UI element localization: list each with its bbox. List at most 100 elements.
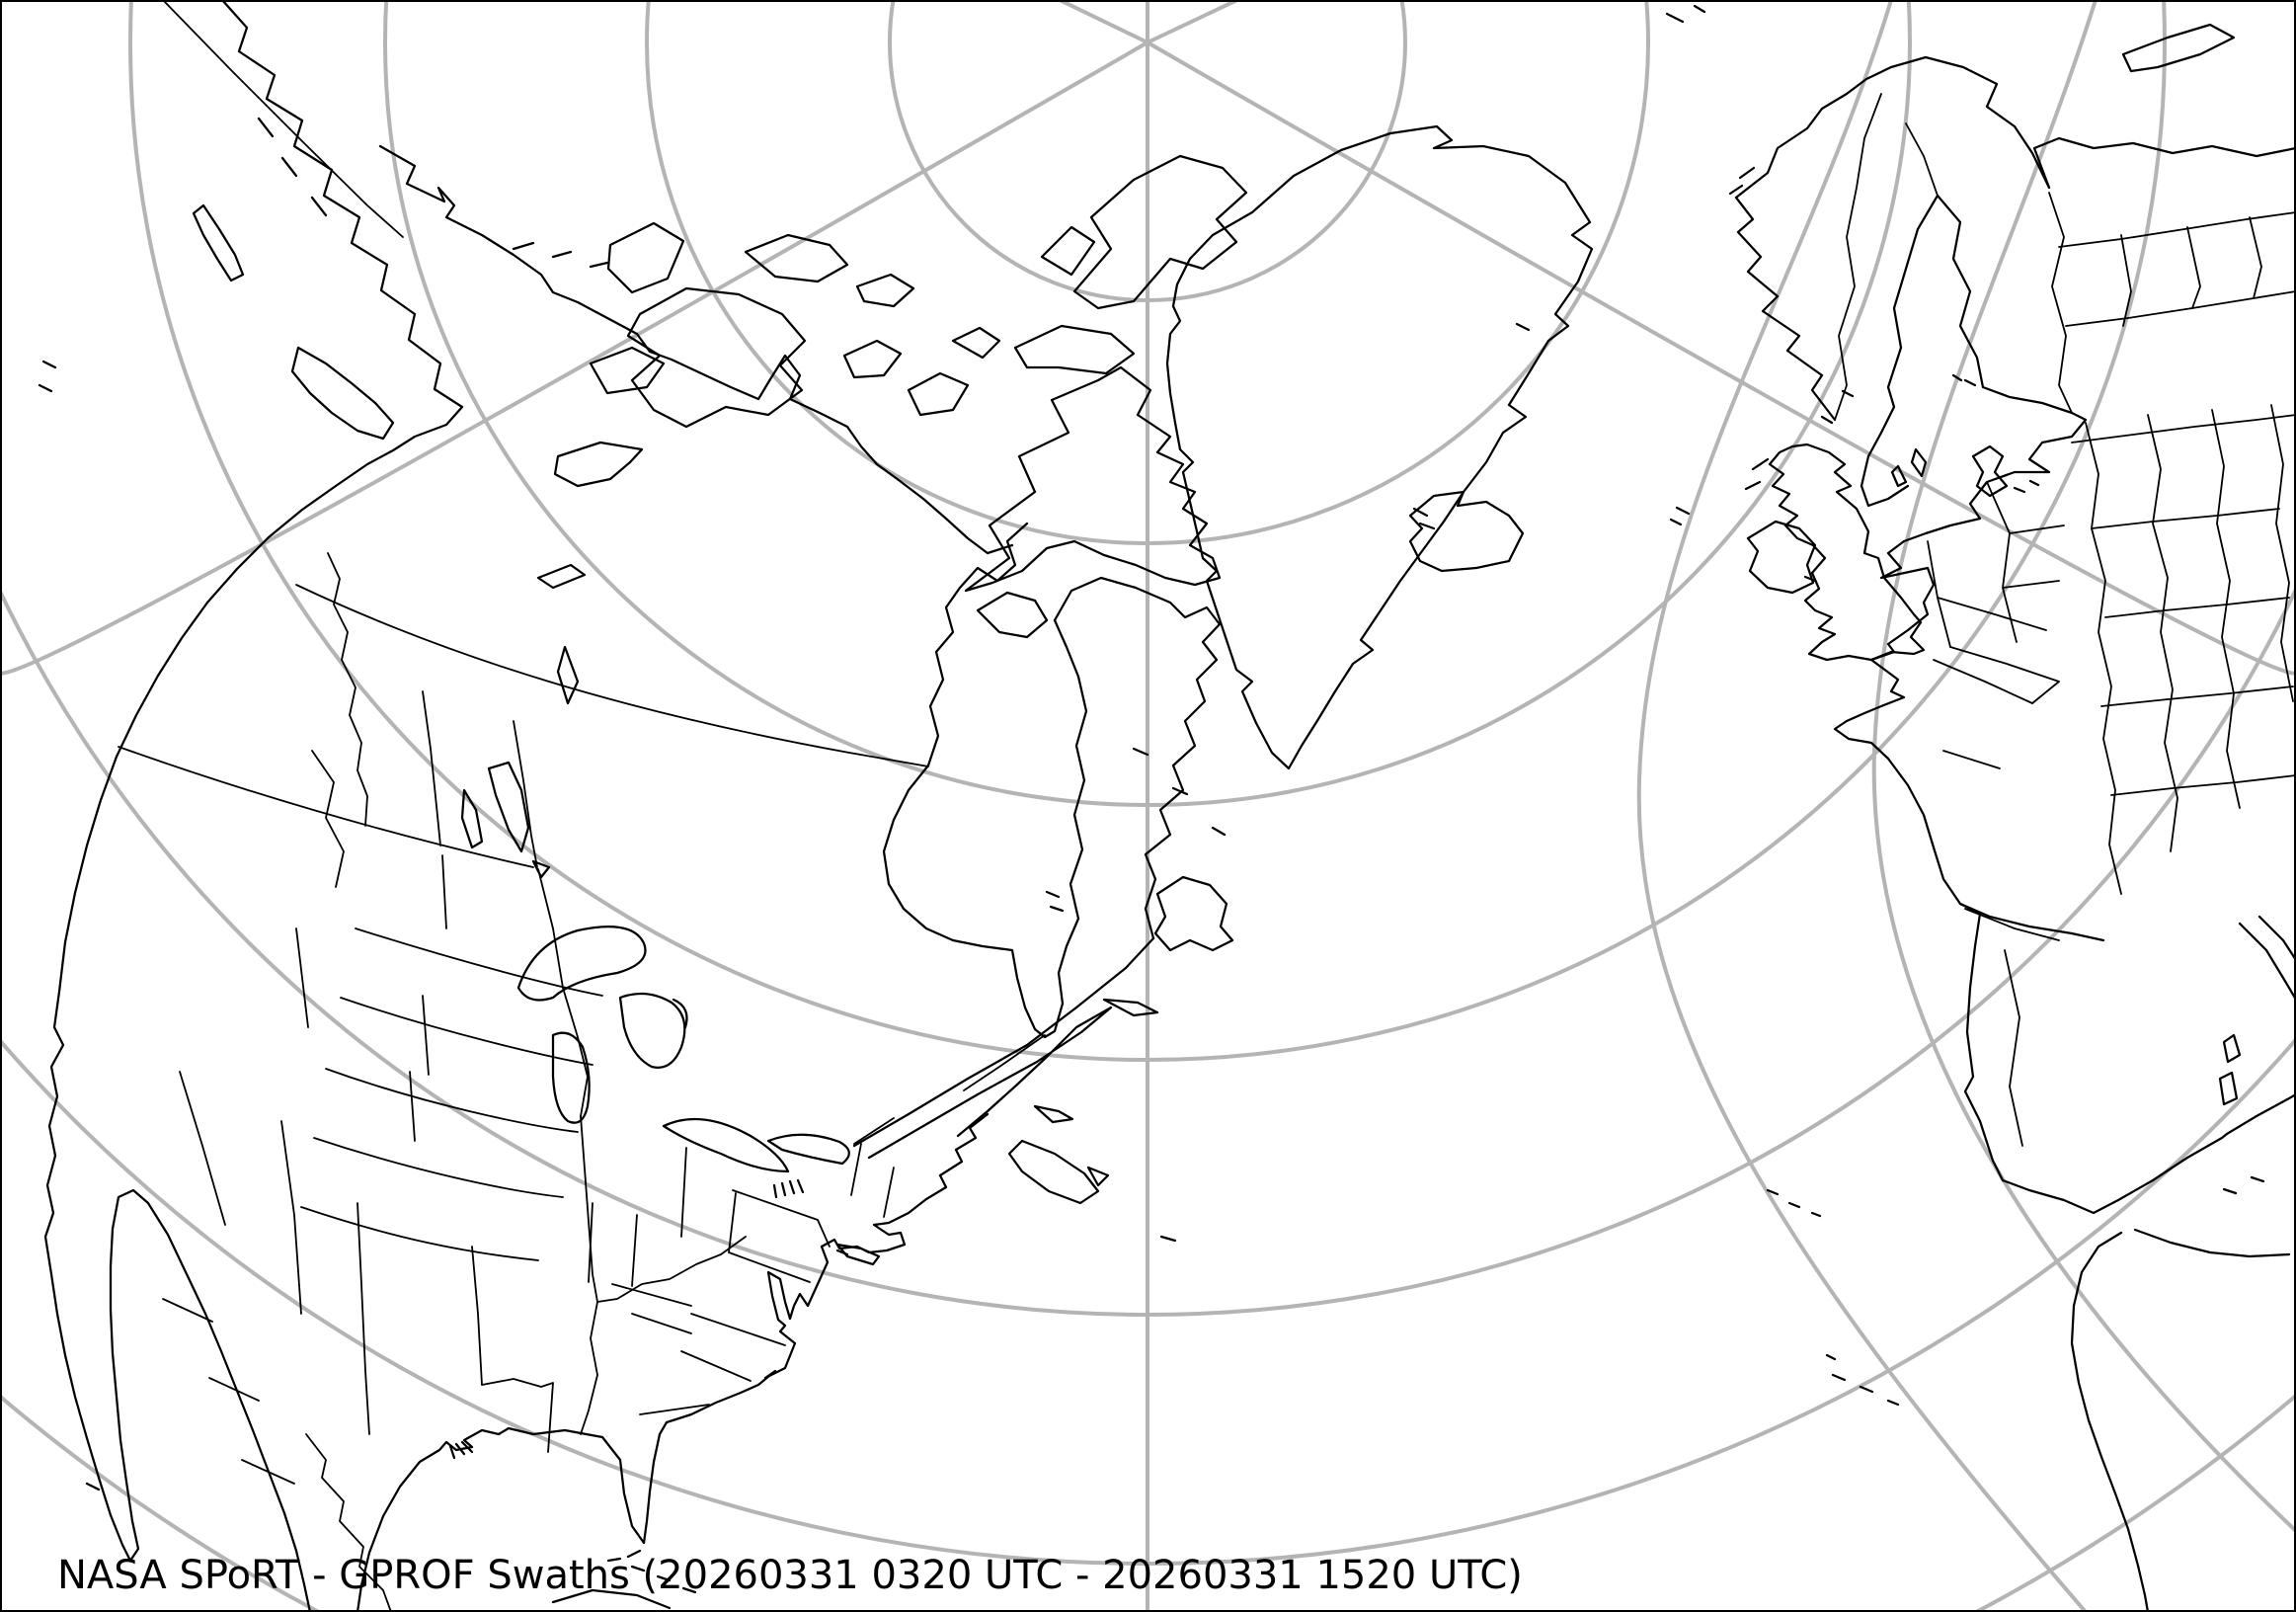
faroe-islands <box>1669 506 1691 526</box>
mississippi-delta <box>448 1440 474 1460</box>
hebrides-orkney <box>1744 389 1855 583</box>
us-canada-border <box>118 746 534 868</box>
norway-sweden-border <box>1834 93 1882 421</box>
ok-tx-border <box>300 1206 539 1261</box>
vancouver-island <box>290 346 395 441</box>
belcher-islands <box>1045 890 1065 913</box>
russia-mesh-5 <box>2071 414 2296 443</box>
nwt-60th-border <box>295 584 929 767</box>
russia-mesh-3 <box>2211 409 2241 809</box>
bc-alberta-border <box>327 552 368 827</box>
lake-huron <box>618 992 688 1069</box>
iberia-north-coast <box>1958 902 2105 942</box>
lake-athabasca <box>536 563 587 590</box>
morocco-atlantic <box>2070 1231 2150 1612</box>
baltics-poland-mesh <box>1927 481 2065 648</box>
sable-island <box>1159 1235 1177 1243</box>
coastlines <box>38 0 2296 1612</box>
lake-ontario <box>766 1133 850 1166</box>
lake-erie <box>662 1117 790 1173</box>
haida-gwaii <box>192 203 245 282</box>
bahamas <box>630 1565 697 1594</box>
russia-mesh-1 <box>2085 422 2122 895</box>
red-river-border <box>481 1378 554 1453</box>
france-spain-border <box>1964 908 2060 941</box>
alaska-yukon-border <box>162 0 404 238</box>
tx-panhandle-west <box>356 1202 370 1435</box>
great-bear-lake <box>589 346 666 395</box>
lake-superior <box>516 925 647 1002</box>
prince-edward-island <box>1033 1104 1074 1124</box>
russia-mesh-4 <box>2270 404 2294 702</box>
azores <box>1766 1188 1822 1218</box>
rio-grande <box>305 1433 392 1612</box>
newfoundland <box>1153 875 1234 952</box>
sd-ne-border <box>340 997 594 1066</box>
novaya-zemlya <box>2121 23 2236 73</box>
ohio-river <box>596 1236 747 1303</box>
lower-mississippi <box>580 1301 598 1435</box>
greenland <box>1165 124 1594 770</box>
nova-scotia <box>1007 1139 1110 1205</box>
finland-russia-border <box>2048 192 2073 414</box>
russia-mesh-6 <box>2091 508 2280 529</box>
africa-med <box>2133 1228 2291 1258</box>
mn-dakotas-border <box>537 868 589 1117</box>
ne-ks-border <box>325 1068 579 1133</box>
denmark <box>1971 444 2040 498</box>
ks-mo-ok-ar <box>580 1115 598 1303</box>
ellesmere-island <box>1072 154 1248 310</box>
devon-island <box>1013 324 1136 375</box>
baffin-island <box>964 365 1222 593</box>
great-slave-lake <box>553 441 644 488</box>
russia-mesh-8 <box>2100 685 2294 707</box>
finger-lakes <box>772 1178 805 1199</box>
sk-mb-border <box>513 720 538 868</box>
cuba <box>551 1588 672 1610</box>
lofoten <box>1728 166 1756 196</box>
russia-arctic-coast <box>2032 136 2296 190</box>
st-lawrence-south-shore <box>867 1006 1113 1160</box>
lake-winnipeg <box>460 761 551 879</box>
gotland-oland <box>1890 373 1977 488</box>
great-britain <box>1768 443 1926 662</box>
russia-mesh-2 <box>2147 414 2178 852</box>
coast-arctic-mainland <box>378 144 1014 555</box>
coast-pacific <box>43 0 464 1612</box>
quebec-lakes <box>1132 747 1227 837</box>
mt-nd-sd-west <box>409 854 447 1142</box>
russia-mesh-12 <box>2120 216 2262 327</box>
panhandle-islands <box>38 117 328 1491</box>
ungava-labrador <box>1053 576 1222 940</box>
nd-sd-border <box>355 927 603 997</box>
russia-mesh-7 <box>2104 597 2290 618</box>
russia-mesh-10 <box>2058 211 2296 248</box>
canary-madeira <box>1825 1353 1900 1407</box>
az-nm-ut-co <box>179 927 309 1315</box>
norway-coast <box>1734 55 2051 422</box>
corsica-sardinia <box>2218 1033 2242 1106</box>
st-lawrence-north-shore <box>852 936 1155 1148</box>
ireland <box>1746 520 1817 595</box>
spain-portugal-border <box>2004 949 2023 1147</box>
il-in-oh-lines <box>588 1147 687 1287</box>
pa-ny-lines <box>728 1189 831 1283</box>
france-interior <box>1933 659 2033 769</box>
on-qc-border <box>963 1034 1046 1091</box>
germany-central-mesh <box>1937 597 2060 704</box>
map-caption: NASA SPoRT - GPROF Swaths (20260331 0320… <box>57 1553 1523 1598</box>
anticosti-island <box>1102 998 1159 1017</box>
axel-heiberg <box>1040 225 1096 277</box>
sweden-finland-border <box>1905 122 1939 197</box>
jan-mayen <box>1515 322 1531 332</box>
parry-islands <box>512 233 1001 417</box>
reindeer-lake <box>556 645 580 705</box>
southampton-island <box>976 591 1049 639</box>
russia-mesh-9 <box>2110 774 2296 796</box>
coast-nw-europe <box>1833 539 2296 1215</box>
banks-island <box>606 221 685 294</box>
